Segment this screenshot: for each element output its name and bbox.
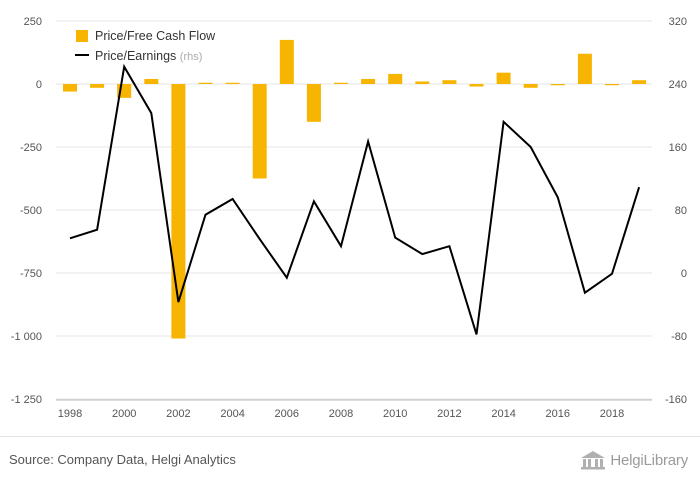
bar-2008: [334, 82, 348, 84]
right-tick-label: 320: [669, 16, 687, 28]
x-tick-label: 2004: [220, 408, 244, 420]
footer: Source: Company Data, Helgi Analytics He…: [0, 436, 700, 483]
left-tick-label: -1 250: [11, 394, 42, 406]
left-tick-label: -250: [20, 142, 42, 154]
bar-2007: [306, 84, 321, 122]
x-tick-label: 2012: [437, 408, 461, 420]
bar-2005: [252, 84, 267, 179]
bar-2019: [632, 80, 647, 84]
bar-2018: [605, 84, 619, 86]
x-tick-label: 2016: [546, 408, 570, 420]
bar-2017: [577, 53, 592, 84]
x-tick-label: 1998: [58, 408, 82, 420]
right-tick-label: 240: [669, 79, 687, 91]
grid-lines: [56, 20, 652, 401]
right-tick-label: 80: [675, 205, 687, 217]
bar-1999: [90, 84, 105, 88]
left-axis: 250 0 -250 -500 -750 -1 000 -1 250: [11, 16, 42, 406]
bar-2010: [388, 73, 403, 84]
chart: 250 0 -250 -500 -750 -1 000 -1 250 320 240 160 80…: [11, 16, 687, 420]
x-tick-label: 2006: [275, 408, 299, 420]
x-tick-label: 2008: [329, 408, 353, 420]
right-axis: 320 240 160 80 0 -80 -160: [665, 16, 687, 406]
legend: Price/Free Cash Flow Price/Earnings (rhs…: [75, 29, 216, 63]
legend-label-rhs-note: (rhs): [180, 51, 203, 63]
x-axis: 1998 2000 2002 2004 2006 2008 2010 2012 2014 2016…: [58, 408, 624, 420]
left-tick-label: -500: [20, 205, 42, 217]
bar-2009: [361, 78, 376, 84]
bar-2004: [225, 82, 240, 84]
right-tick-label: -160: [665, 394, 687, 406]
bar-2006: [279, 39, 294, 84]
x-tick-label: 2002: [166, 408, 190, 420]
helgi-library-logo: HelgiLibrary: [580, 448, 688, 472]
right-tick-label: 160: [669, 142, 687, 154]
bar-2003: [198, 82, 213, 84]
left-tick-label: -750: [20, 268, 42, 280]
bar-2016: [550, 84, 565, 86]
source-text: Source: Company Data, Helgi Analytics: [9, 452, 236, 467]
x-tick-label: 2018: [600, 408, 624, 420]
bar-2001: [144, 78, 159, 84]
left-tick-label: 250: [24, 16, 42, 28]
bar-2015: [523, 84, 538, 88]
bar-1998: [63, 84, 77, 92]
bar-2012: [442, 80, 457, 84]
x-tick-label: 2000: [112, 408, 136, 420]
library-building-icon: [581, 451, 606, 470]
line-series-price-earnings: [69, 63, 641, 335]
legend-label-price-free-cash-flow: Price/Free Cash Flow: [95, 29, 216, 43]
x-tick-label: 2010: [383, 408, 407, 420]
left-tick-label: 0: [36, 79, 42, 91]
bar-series: [63, 39, 647, 339]
legend-swatch-price-free-cash-flow: [76, 30, 88, 42]
right-tick-label: 0: [681, 268, 687, 280]
bar-2013: [469, 84, 484, 87]
bar-2014: [496, 72, 511, 84]
logo-text: HelgiLibrary: [610, 451, 688, 469]
bar-2011: [415, 81, 430, 84]
right-tick-label: -80: [671, 331, 687, 343]
left-tick-label: -1 000: [11, 331, 42, 343]
legend-label-price-earnings-text: Price/Earnings: [95, 49, 176, 63]
x-tick-label: 2014: [491, 408, 515, 420]
legend-label-price-earnings: Price/Earnings (rhs): [95, 49, 202, 63]
